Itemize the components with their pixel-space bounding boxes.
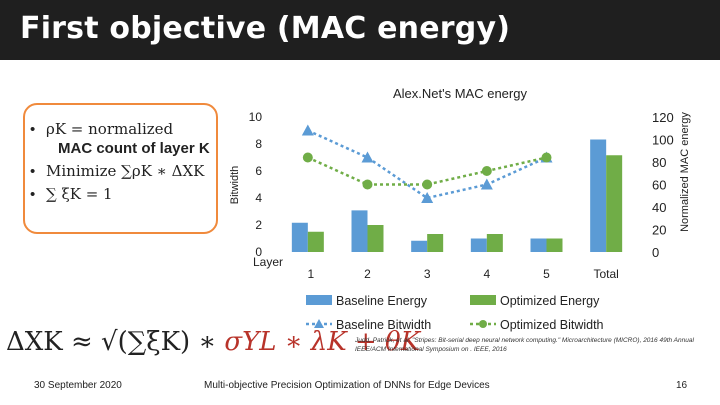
point-optimized-bitwidth (362, 179, 373, 190)
bar-optimized-energy (307, 231, 324, 252)
line-optimized-bitwidth (307, 156, 547, 186)
y-axis-label: Bitwidth (229, 166, 241, 205)
bar-optimized-energy (367, 225, 384, 252)
x-tick-label: 2 (364, 267, 371, 281)
point-baseline-bitwidth (421, 192, 434, 203)
bullet-item: Minimize ∑ρK ∗ ΔXK (30, 162, 216, 181)
footer-title: Multi-objective Precision Optimization o… (204, 380, 490, 391)
point-baseline-bitwidth (301, 124, 314, 136)
legend-swatch-optimized-energy (470, 295, 496, 305)
bullet-text: Minimize ∑ρK ∗ ΔXK (46, 162, 205, 180)
slide-title: First objective (MAC energy) (20, 11, 511, 46)
bullet-box (23, 103, 218, 234)
bullet-item: ρK = normalized MAC count of layer K (30, 120, 216, 158)
y2-axis-label: Normalized MAC energy (679, 112, 691, 232)
y2-tick-label: 20 (652, 223, 666, 238)
bullet-text: ρK = normalized (46, 120, 174, 138)
point-optimized-bitwidth (422, 179, 433, 190)
x-tick-label: 4 (483, 267, 490, 281)
x-tick-label: Total (593, 267, 618, 281)
y2-tick-label: 0 (652, 245, 659, 260)
y-tick-label: 4 (255, 191, 262, 205)
y2-tick-label: 120 (652, 110, 674, 125)
bar-baseline-energy (530, 238, 547, 252)
point-optimized-bitwidth (481, 166, 492, 176)
slide-number: 16 (676, 380, 688, 391)
bar-baseline-energy (411, 240, 428, 252)
x-tick-label: 3 (424, 267, 431, 281)
line-baseline-bitwidth (307, 129, 548, 200)
point-baseline-bitwidth (361, 151, 374, 163)
bar-optimized-energy (486, 234, 503, 252)
y2-tick-label: 100 (652, 133, 674, 148)
legend-label-baseline-bitwidth: Baseline Bitwidth (336, 318, 431, 332)
x-tick-label: 5 (543, 267, 550, 281)
chart-title: Alex.Net's MAC energy (393, 86, 527, 101)
legend-marker-optimized-bitwidth (479, 320, 487, 328)
y2-tick-label: 40 (652, 200, 666, 215)
legend-label-optimized-bitwidth: Optimized Bitwidth (500, 318, 604, 332)
reference-citation: Judd, Patrick, et al. "Stripes: Bit-seri… (355, 337, 694, 353)
footer-date: 30 September 2020 (34, 380, 122, 391)
y2-tick-label: 60 (652, 178, 666, 193)
title-bar: First objective (MAC energy) (0, 0, 720, 60)
bar-baseline-energy (470, 238, 487, 252)
delta-formula: ΔXK ≈ √(∑ξK) ∗ σYL ∗ λK + θK (6, 327, 420, 357)
x-axis-label: Layer (253, 255, 283, 269)
legend-swatch-baseline-energy (306, 295, 332, 305)
bar-baseline-energy (291, 222, 308, 252)
point-optimized-bitwidth (302, 152, 313, 163)
bar-baseline-energy (590, 139, 607, 252)
legend-label-baseline-energy: Baseline Energy (336, 294, 428, 308)
y2-tick-label: 80 (652, 155, 666, 170)
legend-label-optimized-energy: Optimized Energy (500, 294, 600, 308)
bullet-text-continued: MAC count of layer K (58, 140, 210, 157)
point-optimized-bitwidth (541, 152, 552, 163)
y-tick-label: 0 (255, 245, 262, 259)
bar-baseline-energy (351, 210, 368, 252)
bar-optimized-energy (427, 234, 444, 252)
y-tick-label: 8 (255, 137, 262, 151)
bullet-list: ρK = normalized MAC count of layer K Min… (30, 120, 216, 208)
bullet-item: ∑ ξK = 1 (30, 185, 216, 204)
legend-marker-baseline-bitwidth (314, 319, 324, 328)
formula-red-terms: σYL ∗ λK + θK (224, 327, 421, 357)
y-tick-label: 6 (255, 164, 262, 178)
bar-optimized-energy (606, 155, 623, 252)
formula-lhs: ΔXK ≈ √(∑ξK) ∗ (6, 327, 225, 357)
y-tick-label: 2 (255, 218, 262, 232)
y-tick-label: 10 (249, 110, 263, 124)
bullet-text: ∑ ξK = 1 (46, 185, 113, 203)
bar-optimized-energy (546, 238, 563, 252)
x-tick-label: 1 (307, 267, 314, 281)
point-baseline-bitwidth (480, 178, 493, 190)
